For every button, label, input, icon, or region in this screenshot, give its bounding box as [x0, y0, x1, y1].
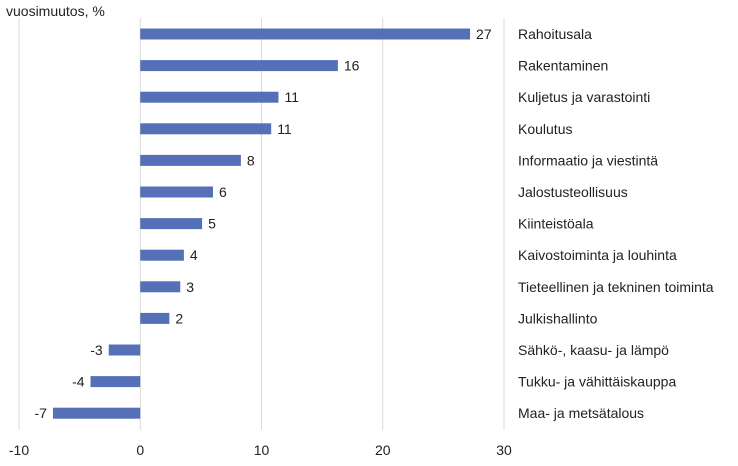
bar — [140, 91, 279, 103]
bar — [140, 123, 272, 135]
x-tick-labels: -10 0 10 20 30 — [9, 442, 512, 458]
bar-value-label: -7 — [34, 405, 47, 421]
x-tick-label: 30 — [496, 442, 512, 458]
bar-value-label: 2 — [175, 310, 183, 326]
category-label: Sähkö-, kaasu- ja lämpö — [518, 342, 669, 358]
category-label: Kiinteistöala — [518, 216, 594, 232]
bar-value-label: 27 — [476, 26, 492, 42]
category-label: Jalostusteollisuus — [518, 184, 628, 200]
bar-value-label: 11 — [284, 89, 299, 105]
bar — [140, 186, 213, 198]
category-label: Rahoitusala — [518, 26, 592, 42]
x-tick-label: 20 — [375, 442, 391, 458]
bar — [140, 249, 184, 261]
category-label: Kaivostoiminta ja louhinta — [518, 247, 677, 263]
bar — [140, 28, 471, 40]
bar-value-label: 3 — [186, 279, 194, 295]
bar-value-label: -4 — [72, 374, 85, 390]
bar-value-label: -3 — [90, 342, 103, 358]
bar — [140, 218, 203, 230]
category-label: Tukku- ja vähittäiskauppa — [518, 374, 676, 390]
category-labels: Rahoitusala Rakentaminen Kuljetus ja varas… — [518, 26, 714, 421]
bar — [140, 154, 241, 166]
bar-value-label: 5 — [208, 216, 216, 232]
category-label: Tieteellinen ja tekninen toiminta — [518, 279, 714, 295]
x-tick-label: -10 — [9, 442, 29, 458]
bar — [52, 407, 141, 419]
x-tick-label: 0 — [136, 442, 144, 458]
bar — [90, 376, 141, 388]
bar-value-label: 6 — [219, 184, 227, 200]
x-tick-label: 10 — [254, 442, 270, 458]
bar-value-label: 8 — [247, 152, 255, 168]
category-label: Julkishallinto — [518, 310, 598, 326]
category-label: Informaatio ja viestintä — [518, 152, 658, 168]
y-axis-title: vuosimuutos, % — [6, 3, 105, 19]
bar-value-label: 11 — [277, 121, 292, 137]
category-label: Kuljetus ja varastointi — [518, 89, 650, 105]
bar — [140, 312, 170, 324]
bar — [108, 344, 141, 356]
bar — [140, 60, 338, 72]
category-label: Rakentaminen — [518, 58, 608, 74]
category-label: Koulutus — [518, 121, 572, 137]
bars — [52, 28, 471, 419]
bar-value-label: 16 — [344, 58, 360, 74]
bar — [140, 281, 181, 293]
category-label: Maa- ja metsätalous — [518, 405, 644, 421]
value-labels: 27 16 11 11 8 654 32 -3 -4 -7 — [34, 26, 491, 421]
bar-value-label: 4 — [190, 247, 198, 263]
gridlines — [18, 18, 505, 430]
